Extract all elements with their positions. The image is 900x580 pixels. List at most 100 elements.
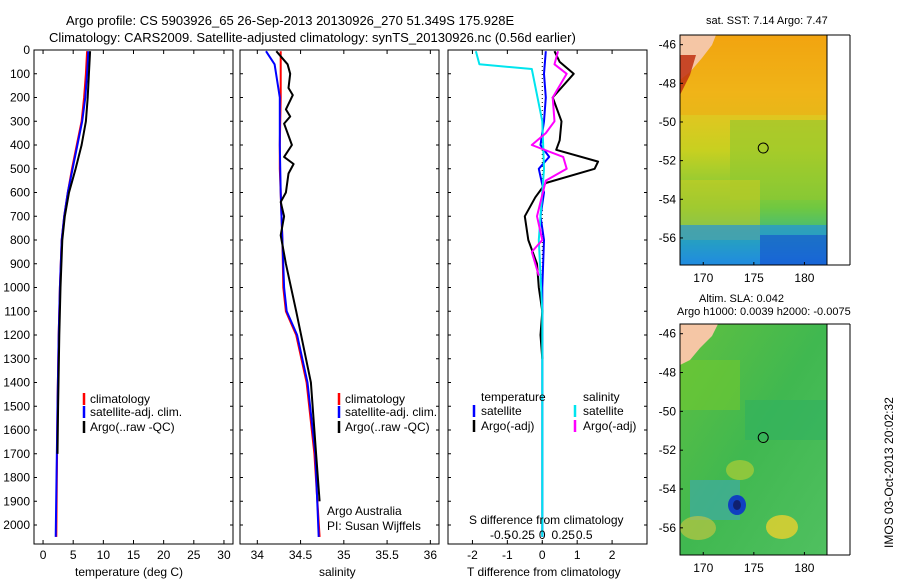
header-line1: Argo profile: CS 5903926_65 26-Sep-2013 … [66, 13, 514, 28]
depth-tick-label: 400 [10, 138, 30, 152]
lat-tick-label: -48 [659, 76, 677, 90]
top-tick-label: 0.5 [576, 528, 593, 542]
difference-top-ticks: -0.5-0.25 0 0.25 0.5 [490, 528, 593, 542]
depth-tick-label: 700 [10, 209, 30, 223]
depth-tick-label: 200 [10, 91, 30, 105]
top-tick-label: 0 [539, 528, 546, 542]
difference-xlabel-top: S difference from climatology [469, 513, 624, 527]
sla-map-title-2: Argo h1000: 0.0039 h2000: -0.0075 [677, 306, 851, 318]
header-line2: Climatology: CARS2009. Satellite-adjuste… [49, 30, 576, 45]
x-tick-label: 1 [574, 548, 581, 562]
x-tick-labels: 0 5 10 15 20 25 30 34 34.5 35 35.5 36 -2 -1 0 1 2 [40, 548, 616, 562]
legend-satellite: satellite-adj. clim. [345, 405, 437, 419]
x-tick-label: 10 [97, 548, 111, 562]
series-line-temperature-satellite [537, 51, 551, 537]
x-tick-label: 15 [127, 548, 141, 562]
difference-legend: temperature satellite Argo(-adj) salinit… [472, 390, 636, 433]
lon-tick-label: 175 [744, 271, 764, 285]
x-tick-label: 5 [70, 548, 77, 562]
depth-tick-label: 2000 [3, 518, 30, 532]
x-tick-label: 0 [40, 548, 47, 562]
x-tick-label: 25 [187, 548, 201, 562]
depth-tick-label: 1300 [3, 352, 30, 366]
depth-tick-label: 800 [10, 233, 30, 247]
difference-xlabel: T difference from climatology [467, 565, 621, 579]
imos-timestamp: IMOS 03-Oct-2013 20:02:32 [882, 397, 896, 548]
lat-tick-label: -50 [659, 404, 677, 418]
x-tick-label: 34 [251, 548, 265, 562]
difference-axes [447, 49, 648, 545]
annotation-pi: PI: Susan Wijffels [327, 519, 421, 533]
sla-map-title-1: Altim. SLA: 0.042 [699, 293, 784, 305]
x-tick-label: 0 [539, 548, 546, 562]
legend-temp-satellite: satellite [481, 404, 522, 418]
depth-tick-label: 1900 [3, 494, 30, 508]
depth-tick-label: 1200 [3, 328, 30, 342]
lat-tick-label: -50 [659, 115, 677, 129]
profile-lines [54, 50, 600, 537]
top-tick-label: 0.25 [552, 528, 576, 542]
series-line-argo-raw-qc- [275, 50, 321, 502]
depth-tick-label: 600 [10, 186, 30, 200]
lat-tick-label: -52 [659, 154, 677, 168]
argo-location-marker [757, 432, 769, 444]
argo-location-marker [757, 142, 769, 154]
temperature-xlabel: temperature (deg C) [75, 565, 183, 579]
depth-tick-label: 1400 [3, 376, 30, 390]
annotation-argo-australia: Argo Australia [327, 504, 402, 518]
series-line-temperature-argo-adj- [523, 50, 600, 359]
lat-tick-label: -54 [659, 482, 677, 496]
axis-ticks [34, 49, 647, 544]
sst-map-ticks: -46 -48 -50 -52 -54 -56 170 175 180 [659, 38, 815, 285]
depth-tick-label: 1100 [4, 304, 30, 318]
lon-tick-label: 180 [794, 561, 814, 575]
depth-tick-label: 1700 [3, 447, 30, 461]
depth-tick-label: 500 [10, 162, 30, 176]
lat-tick-label: -56 [659, 231, 677, 245]
x-tick-label: -2 [467, 548, 478, 562]
lon-tick-label: 175 [744, 561, 764, 575]
lon-tick-label: 170 [693, 561, 713, 575]
series-line-salinity-satellite [474, 50, 545, 537]
depth-tick-label: 900 [10, 257, 30, 271]
x-tick-label: 2 [609, 548, 616, 562]
legend-argo: Argo(..raw -QC) [90, 420, 175, 434]
x-tick-label: 36 [424, 548, 438, 562]
depth-tick-label: 1500 [3, 399, 30, 413]
lat-tick-label: -46 [659, 38, 677, 52]
sla-map-image [680, 324, 827, 555]
x-tick-label: 30 [217, 548, 231, 562]
lon-tick-label: 170 [693, 271, 713, 285]
top-tick-label: -0.25 [508, 528, 536, 542]
legend-climatology: climatology [90, 392, 150, 406]
depth-tick-label: 0 [23, 43, 30, 57]
legend-climatology: climatology [345, 392, 405, 406]
legend-salinity-heading: salinity [583, 390, 620, 404]
depth-tick-labels: 0 100 200 300 400 500 600 700 800 900 1000 1100 1200… [3, 43, 30, 532]
lat-tick-label: -54 [659, 192, 677, 206]
x-tick-label: 34.5 [289, 548, 313, 562]
depth-tick-label: 300 [10, 114, 30, 128]
land-polygon [680, 324, 718, 365]
salinity-axes [239, 49, 440, 545]
temperature-legend: climatology satellite-adj. clim. Argo(..… [82, 392, 182, 434]
legend-sal-argo: Argo(-adj) [583, 419, 636, 433]
series-line-salinity-argo-adj- [530, 50, 568, 276]
sst-map-title: sat. SST: 7.14 Argo: 7.47 [706, 15, 828, 27]
lat-tick-label: -48 [659, 366, 677, 380]
depth-tick-label: 1800 [3, 471, 30, 485]
sla-map-ticks: -46 -48 -50 -52 -54 -56 170 175 180 [659, 327, 815, 575]
top-tick-label: -0.5 [490, 528, 511, 542]
lat-tick-label: -46 [659, 327, 677, 341]
depth-tick-label: 100 [10, 67, 30, 81]
series-line-argo-raw-qc- [56, 51, 92, 454]
legend-satellite: satellite-adj. clim. [90, 405, 182, 419]
depth-tick-label: 1600 [3, 423, 30, 437]
lat-tick-label: -52 [659, 443, 677, 457]
salinity-xlabel: salinity [319, 565, 356, 579]
x-tick-label: 35 [337, 548, 351, 562]
legend-sal-satellite: satellite [583, 404, 624, 418]
salinity-legend: climatology satellite-adj. clim. Argo(..… [327, 392, 437, 533]
temperature-axes [33, 49, 234, 545]
